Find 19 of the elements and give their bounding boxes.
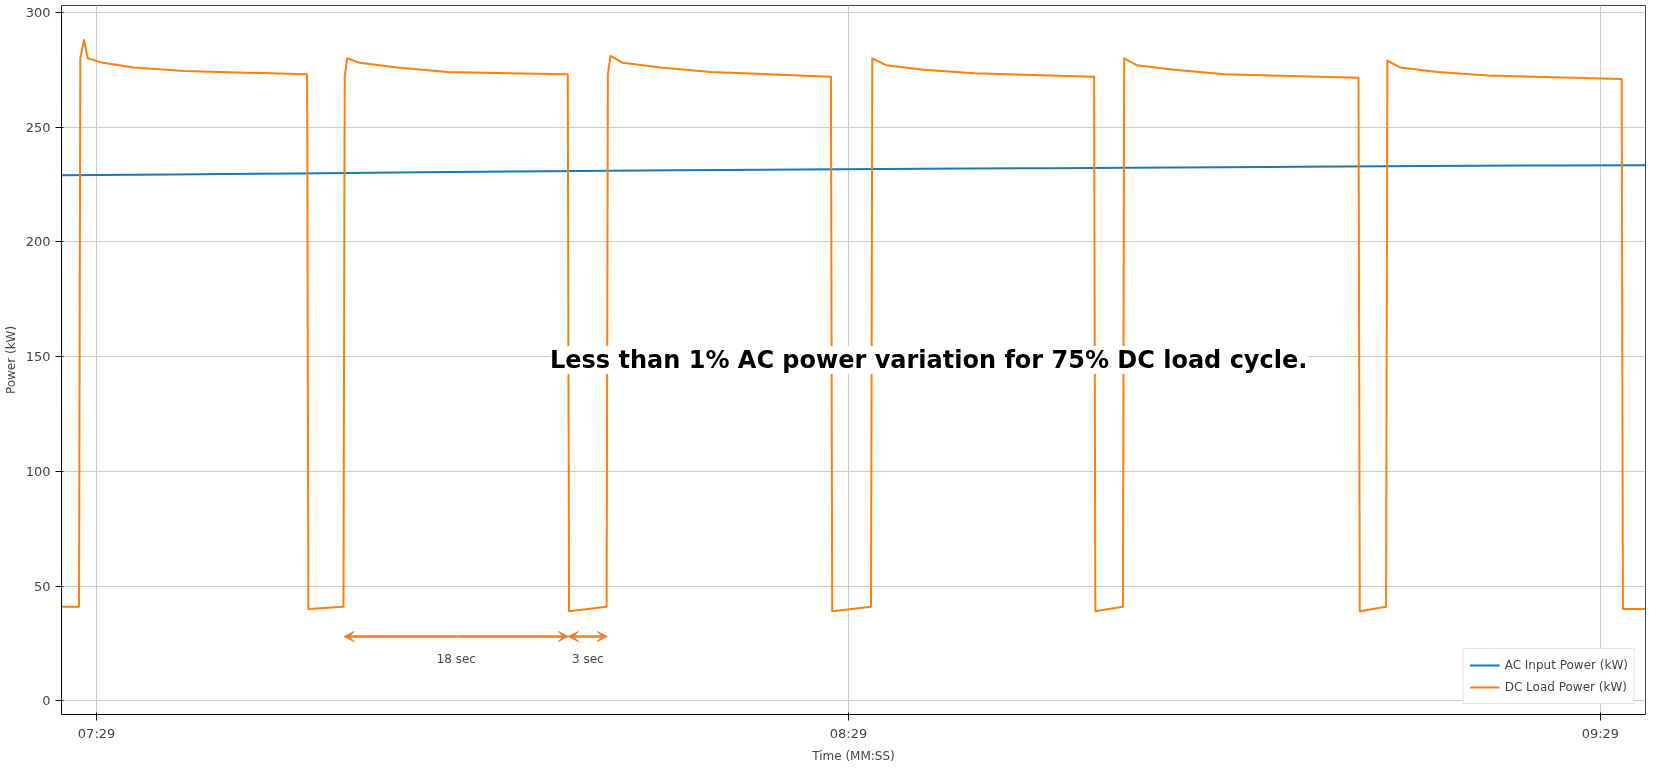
x-tick-label: 09:29: [1581, 725, 1620, 741]
y-tick-label: 100: [25, 463, 51, 479]
annotation: 3 sec: [571, 651, 604, 666]
line-series: [61, 38, 1646, 613]
legend-label: AC Input Power (kW): [1504, 658, 1628, 672]
y-tick-label: 0: [42, 693, 51, 709]
y-tick-label: 200: [25, 234, 51, 250]
y-tick-label: 300: [25, 4, 51, 20]
annotation: 18 sec: [436, 651, 476, 666]
annotation: Less than 1% AC power variation for 75% DC load cycle.: [550, 346, 1308, 374]
legend-label: DC Load Power (kW): [1504, 680, 1627, 694]
x-tick-label: 07:29: [77, 725, 116, 741]
x-axis-title: Time (MM:SS): [811, 748, 895, 763]
y-axis-title: Power (kW): [3, 325, 18, 395]
x-tick-label: 08:29: [829, 725, 868, 741]
y-tick-label: 50: [33, 578, 51, 594]
y-tick-label: 150: [25, 349, 51, 365]
line-series: [61, 164, 1646, 177]
y-tick-label: 250: [25, 119, 51, 135]
